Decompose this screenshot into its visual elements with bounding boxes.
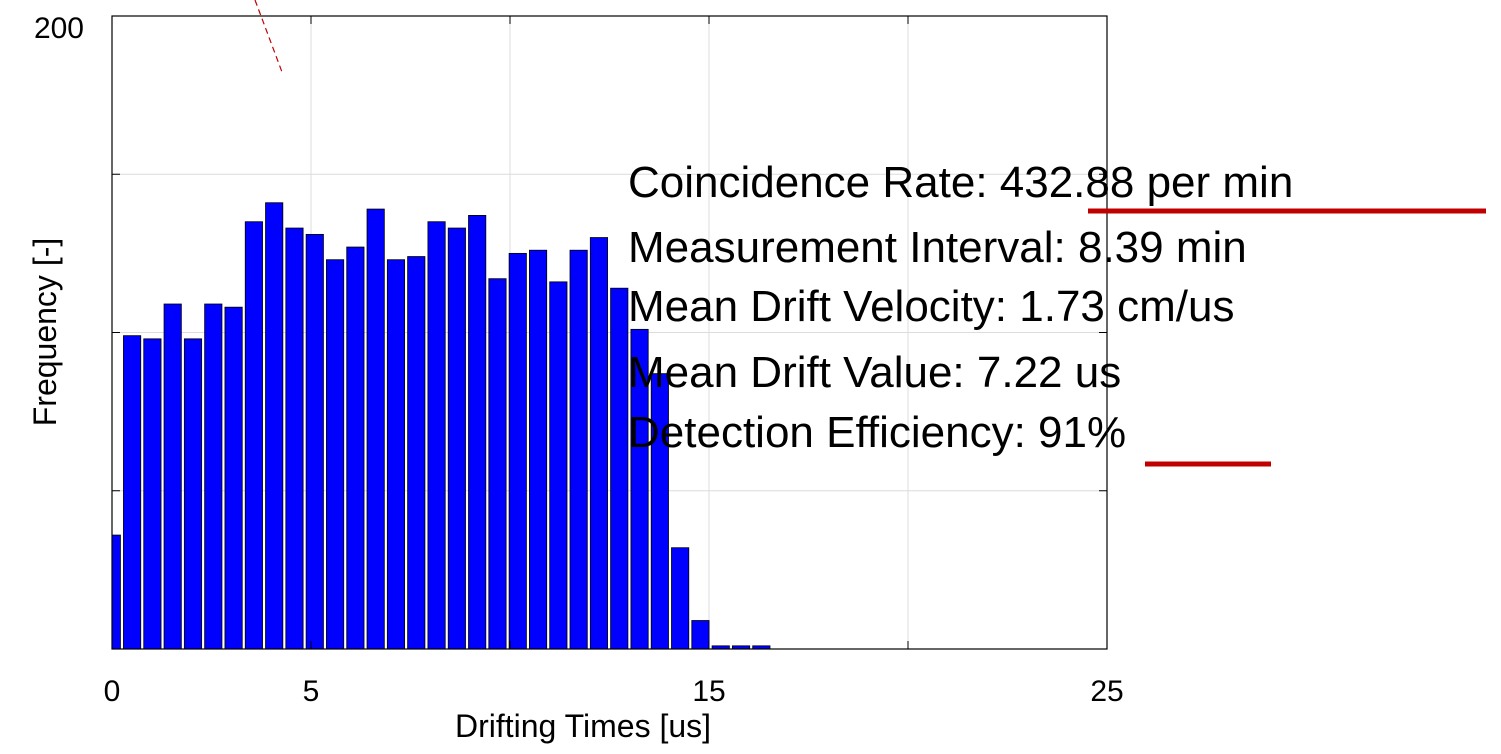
bar	[711, 645, 730, 649]
bar	[204, 303, 223, 649]
bar	[549, 281, 568, 649]
x-axis-label: Drifting Times [us]	[455, 708, 711, 744]
annotation: Mean Drift Velocity: 1.73 cm/us	[628, 282, 1234, 331]
bar	[447, 227, 466, 649]
bars	[112, 202, 771, 649]
bar	[691, 620, 710, 649]
bar	[488, 278, 507, 649]
pointer-line	[254, 0, 283, 73]
y-axis-label: Frequency [-]	[27, 238, 63, 427]
bar	[610, 287, 629, 649]
bar	[529, 249, 548, 649]
x-tick-label: 15	[692, 675, 725, 708]
bar	[752, 645, 771, 649]
x-tick-label: 0	[104, 675, 121, 708]
bar	[285, 227, 304, 649]
bar	[468, 214, 487, 649]
annotations: Coincidence Rate: 432.88 per min Measurem…	[628, 158, 1293, 457]
bar	[143, 338, 162, 649]
bar	[386, 259, 406, 649]
annotation: Measurement Interval: 8.39 min	[628, 223, 1247, 272]
bar	[427, 221, 446, 649]
bar	[265, 202, 284, 649]
bar	[326, 259, 345, 649]
x-tick-label: 5	[303, 675, 320, 708]
annotation: Coincidence Rate: 432.88 per min	[628, 158, 1293, 207]
bar	[671, 547, 690, 649]
annotation: Detection Efficiency: 91%	[628, 408, 1126, 457]
bar	[112, 534, 121, 649]
ticks: 0 5 15 25 200	[34, 12, 1124, 708]
bar	[346, 246, 365, 649]
bar	[163, 303, 182, 649]
bar	[123, 335, 142, 649]
bar	[183, 338, 203, 649]
bar	[366, 208, 385, 649]
bar	[589, 237, 609, 649]
bar	[305, 233, 324, 649]
bar	[224, 306, 243, 649]
bar	[630, 328, 649, 649]
bar	[650, 373, 669, 649]
bar	[407, 256, 426, 649]
bar	[508, 252, 527, 649]
bar	[244, 221, 263, 649]
y-tick-label: 200	[34, 12, 84, 45]
bar	[569, 249, 588, 649]
bar	[731, 645, 751, 649]
annotation: Mean Drift Value: 7.22 us	[628, 348, 1121, 397]
x-tick-label: 25	[1090, 675, 1123, 708]
